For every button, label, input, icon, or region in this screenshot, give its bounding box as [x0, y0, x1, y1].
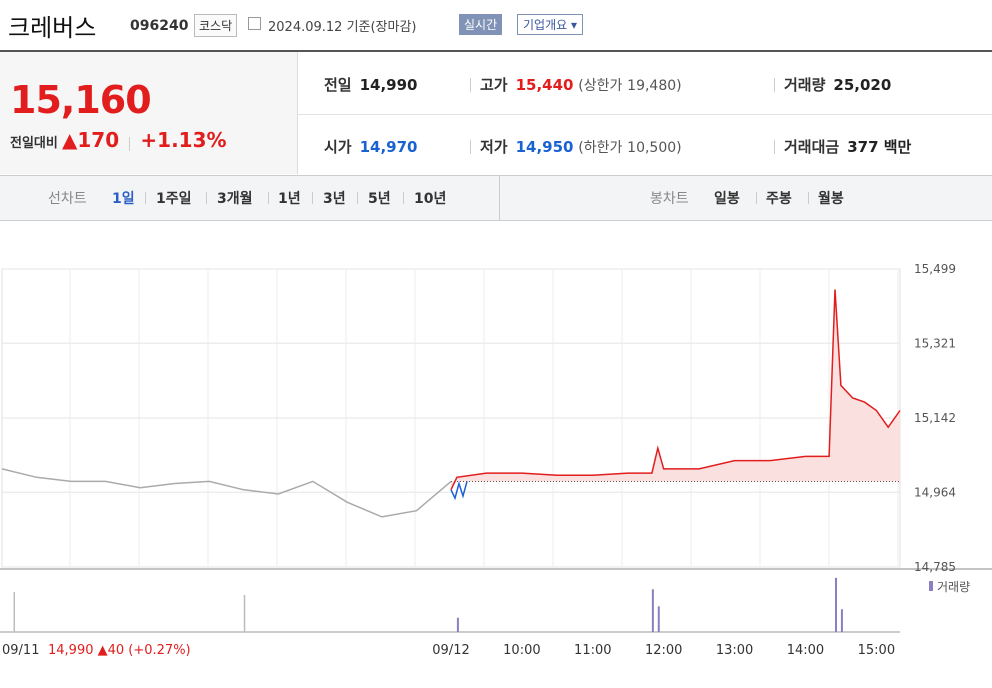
line-chart-label: 선차트 — [48, 191, 87, 207]
y-tick-label: 15,499 — [914, 262, 956, 276]
tab-1w[interactable]: 1주일 — [156, 191, 192, 207]
down-segment — [450, 480, 468, 501]
stat-high: 고가 15,440 (상한가 19,480) — [480, 74, 682, 95]
candle-chart-label: 봉차트 — [650, 191, 689, 207]
x-tick-label: 12:00 — [645, 643, 682, 658]
price-change: 전일대비 ▲170 +1.13% — [10, 128, 227, 152]
up-area — [451, 289, 900, 490]
chart-tabs: 선차트 1일 1주일 3개월 1년 3년 5년 10년 봉차트 일봉 주봉 월봉 — [0, 175, 992, 221]
stat-label: 저가 — [480, 138, 508, 156]
calendar-icon — [248, 17, 261, 30]
volume-bar — [840, 609, 843, 632]
realtime-button[interactable]: 실시간 — [459, 14, 503, 35]
today-line — [450, 289, 901, 491]
volume-bar — [657, 606, 660, 632]
stat-label: 거래대금 — [784, 138, 840, 156]
stat-volume: 거래량 25,020 — [784, 74, 891, 95]
stat-subvalue: 19,480) — [627, 78, 682, 94]
y-tick-label: 14,785 — [914, 560, 956, 574]
y-tick-label: 15,321 — [914, 336, 956, 350]
stat-label: 시가 — [324, 138, 352, 156]
prev-day-line — [1, 468, 452, 518]
prev-day-note: 14,990 ▲40 (+0.27%) — [48, 643, 191, 658]
stat-open: 시가 14,970 — [324, 136, 418, 157]
x-tick-label: 14:00 — [787, 643, 824, 658]
x-tick-label: 11:00 — [574, 643, 611, 658]
stat-value: 14,970 — [359, 138, 418, 156]
change-value: ▲170 — [61, 128, 120, 152]
volume-bar — [651, 589, 654, 632]
volume-bar — [835, 577, 838, 632]
change-percent: +1.13% — [140, 128, 227, 152]
stat-label: 고가 — [480, 76, 508, 94]
stat-value: 14,990 — [359, 76, 418, 94]
price-chart: 15,499 15,321 15,142 14,964 14,785 거래량 09/11 09… — [0, 262, 992, 658]
volume-legend: 거래량 — [937, 580, 970, 594]
tab-daily[interactable]: 일봉 — [714, 191, 740, 207]
stat-sublabel: (상한가 — [578, 78, 623, 94]
stat-value: 14,950 — [515, 138, 574, 156]
tab-3y[interactable]: 3년 — [323, 191, 346, 207]
stat-label: 전일 — [324, 76, 352, 94]
y-tick-label: 14,964 — [914, 485, 956, 499]
x-tick-label: 15:00 — [858, 643, 895, 658]
price-summary: 15,160 — [0, 52, 298, 174]
stat-label: 거래량 — [784, 76, 826, 94]
stat-value: 377 백만 — [847, 138, 912, 156]
market-badge: 코스닥 — [194, 14, 238, 37]
tab-1d[interactable]: 1일 — [112, 191, 135, 207]
tab-3m[interactable]: 3개월 — [217, 191, 253, 207]
y-tick-label: 15,142 — [914, 411, 956, 425]
price-stats: 전일 14,990 고가 15,440 (상한가 19,480) 거래량 25,020… — [298, 52, 992, 174]
stat-low: 저가 14,950 (하한가 10,500) — [480, 136, 682, 157]
x-tick-label: 13:00 — [716, 643, 753, 658]
stat-value: 25,020 — [833, 76, 892, 94]
change-label: 전일대비 — [10, 136, 58, 151]
x-tick-label: 10:00 — [503, 643, 540, 658]
volume-legend-swatch — [929, 581, 933, 591]
stock-header: 크레버스 096240 코스닥 2024.09.12 기준(장마감) 실시간 기… — [0, 0, 992, 52]
volume-bar — [13, 592, 16, 632]
tab-5y[interactable]: 5년 — [368, 191, 391, 207]
tab-weekly[interactable]: 주봉 — [766, 191, 792, 207]
stock-code: 096240 — [130, 18, 189, 34]
stat-amount: 거래대금 377 백만 — [784, 136, 911, 157]
stat-sublabel: (하한가 — [578, 140, 623, 156]
stat-value: 15,440 — [515, 76, 574, 94]
tab-1y[interactable]: 1년 — [278, 191, 301, 207]
volume-bar — [456, 617, 459, 632]
company-overview-dropdown[interactable]: 기업개요 ▾ — [517, 14, 583, 35]
x-tick-label: 09/12 — [432, 643, 469, 658]
stock-name: 크레버스 — [8, 14, 97, 42]
x-tick-label: 09/11 — [2, 643, 39, 658]
stat-prev: 전일 14,990 — [324, 74, 418, 95]
stat-subvalue: 10,500) — [627, 140, 682, 156]
current-price: 15,160 — [10, 78, 152, 122]
tab-monthly[interactable]: 월봉 — [818, 191, 844, 207]
tab-10y[interactable]: 10년 — [414, 191, 447, 207]
volume-bar — [243, 594, 246, 632]
base-date: 2024.09.12 기준(장마감) — [268, 20, 417, 35]
